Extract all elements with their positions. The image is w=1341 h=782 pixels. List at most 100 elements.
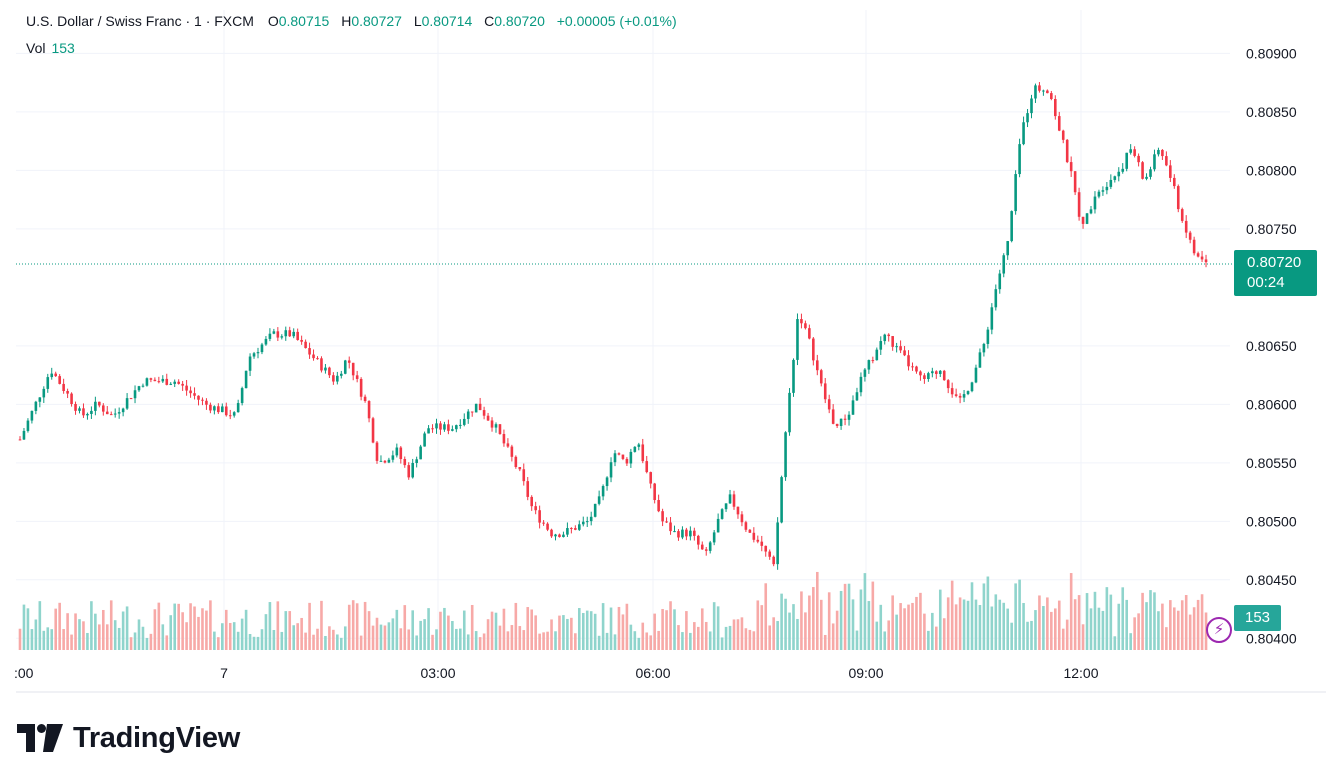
close-value: 0.80720: [494, 13, 545, 29]
volume-bar: [197, 616, 200, 650]
candle-body: [1026, 113, 1029, 123]
candle-body: [312, 354, 315, 359]
candle-body: [867, 360, 871, 370]
price-tick-label: 0.80900: [1246, 45, 1297, 61]
candle-body: [30, 410, 34, 421]
volume-bar: [677, 625, 680, 650]
candle-body: [938, 370, 942, 374]
time-tick-label: 09:00: [848, 665, 883, 681]
volume-bar: [1184, 595, 1188, 650]
volume-bar: [42, 630, 46, 650]
candle-body: [562, 534, 565, 538]
candle-body: [486, 415, 490, 421]
candle-body: [1121, 168, 1125, 172]
candle-body: [919, 371, 922, 376]
volume-bar: [867, 601, 871, 650]
volume-bar: [470, 604, 474, 650]
volume-bar: [1065, 619, 1069, 650]
candle-body: [831, 409, 835, 424]
candle-body: [1097, 191, 1101, 197]
candle-body: [716, 518, 720, 533]
volume-bar: [550, 619, 553, 650]
candle-body: [538, 510, 541, 523]
price-tick-label: 0.80450: [1246, 572, 1297, 588]
candle-body: [883, 334, 887, 342]
volume-bar: [482, 633, 486, 650]
volume-bar: [1042, 606, 1045, 650]
candle-body: [205, 400, 208, 405]
candle-body: [542, 522, 545, 524]
volume-bar: [970, 582, 974, 650]
candle-body: [677, 531, 680, 538]
candle-body: [661, 511, 664, 522]
volume-bar: [657, 630, 660, 650]
candle-body: [1125, 152, 1128, 169]
volume-bar: [756, 600, 760, 650]
candle-body: [455, 425, 458, 430]
tradingview-logo[interactable]: TradingView: [17, 720, 240, 756]
candle-body: [693, 530, 696, 536]
volume-bar: [18, 628, 22, 650]
volume-bar: [808, 595, 811, 650]
candle-body: [855, 392, 859, 401]
candle-body: [784, 432, 787, 478]
volume-bar: [851, 599, 855, 650]
candle-body: [673, 531, 676, 533]
volume-bar: [1137, 613, 1140, 650]
candle-body: [38, 397, 42, 402]
candle-body: [62, 383, 65, 392]
volume-badge: 153: [1234, 605, 1281, 631]
volume-bar: [546, 631, 549, 650]
candle-body: [1034, 85, 1037, 99]
volume-bar: [1188, 614, 1192, 650]
volume-bar: [1002, 602, 1006, 650]
candle-body: [351, 362, 355, 376]
volume-bar: [883, 631, 887, 650]
candle-body: [447, 424, 450, 431]
volume-bar: [423, 619, 426, 650]
candle-body: [942, 370, 946, 381]
volume-bar: [538, 633, 541, 650]
volume-bar: [534, 615, 537, 650]
price-axis: 0.80900 0.80850 0.80800 0.80750 0.80650 0.806…: [1246, 45, 1297, 646]
volume-bar: [288, 611, 292, 650]
candle-body: [58, 376, 61, 384]
volume-bar: [1050, 611, 1053, 650]
candle-body: [863, 369, 867, 377]
volume-bar: [316, 628, 319, 650]
volume-bar: [923, 613, 926, 650]
volume-bar: [950, 580, 954, 650]
volume-bar: [462, 610, 466, 650]
volume-bar: [974, 599, 978, 650]
volume-bar: [300, 617, 303, 650]
candle-body: [1161, 149, 1164, 157]
candle-body: [657, 500, 660, 512]
volume-bar: [1030, 620, 1033, 650]
candle-body: [617, 453, 621, 455]
volume-bar: [292, 625, 295, 650]
candle-body: [927, 373, 930, 379]
candle-body: [1133, 149, 1136, 156]
candle-body: [117, 412, 121, 414]
volume-bar: [554, 631, 557, 650]
volume-bar: [427, 608, 430, 650]
volume-bar: [570, 617, 573, 650]
candle-body: [308, 348, 311, 355]
lightning-icon[interactable]: ⚡: [1206, 617, 1232, 643]
candle-body: [1010, 211, 1013, 242]
volume-bar: [613, 634, 617, 650]
volume-bar: [1125, 599, 1128, 650]
candle-body: [780, 477, 783, 523]
candle-body: [248, 356, 252, 371]
candle-body: [685, 529, 688, 537]
volume-bar: [145, 637, 149, 650]
volume-bar: [605, 632, 609, 650]
volume-bar: [986, 576, 990, 650]
volume-bar: [312, 634, 315, 650]
candle-body: [490, 420, 494, 428]
candle-body: [665, 521, 668, 523]
volume-bar: [1038, 595, 1041, 650]
candle-body: [411, 462, 414, 478]
volume-bar: [1157, 611, 1160, 650]
